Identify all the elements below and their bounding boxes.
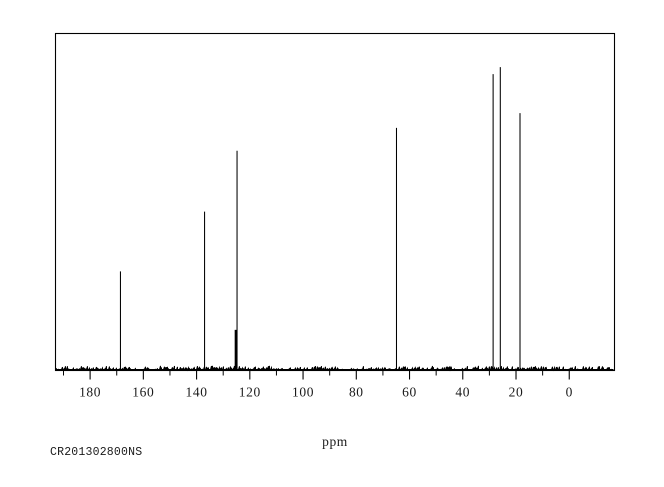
x-axis-tick-label: 40	[455, 385, 470, 400]
x-axis-tick-label: 100	[292, 385, 314, 400]
x-axis-tick-label: 20	[509, 385, 524, 400]
sample-id-label: CR201302800NS	[50, 446, 142, 459]
x-axis-title: ppm	[322, 434, 348, 449]
x-axis-tick-label: 80	[349, 385, 364, 400]
x-axis-tick-labels: 180 160 140 120 100 80 60 40 20 0	[79, 385, 573, 400]
x-axis-tick-label: 0	[566, 385, 573, 400]
baseline-trace	[56, 365, 614, 372]
x-axis-ticks	[62, 370, 570, 380]
x-axis-tick-label: 60	[402, 385, 417, 400]
x-axis-tick-label: 160	[132, 385, 154, 400]
x-axis-tick-label: 180	[79, 385, 101, 400]
peaks-group	[119, 67, 521, 370]
plot-frame	[54, 32, 616, 372]
x-axis-tick-label: 140	[186, 385, 208, 400]
x-axis-tick-label: 120	[239, 385, 261, 400]
